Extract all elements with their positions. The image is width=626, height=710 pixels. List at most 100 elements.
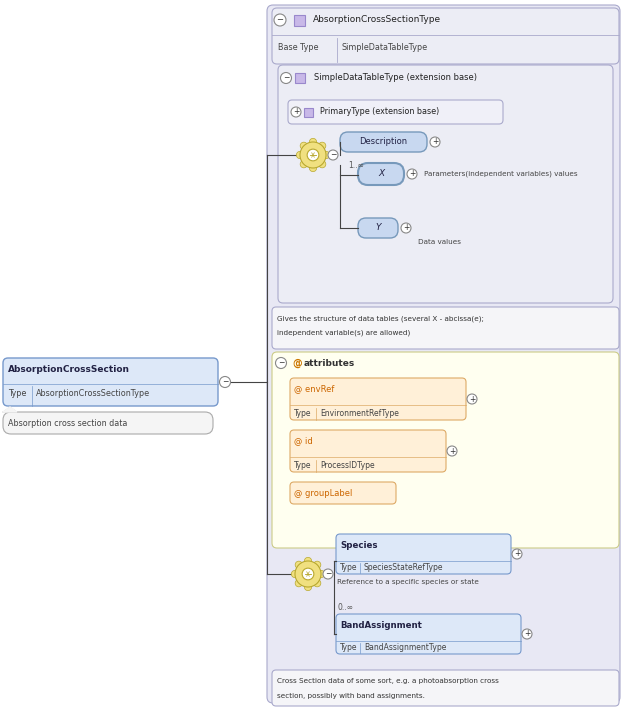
Text: Absorption cross section data: Absorption cross section data bbox=[8, 418, 127, 427]
Text: independent variable(s) are allowed): independent variable(s) are allowed) bbox=[277, 329, 410, 337]
Text: +: + bbox=[432, 138, 438, 146]
FancyBboxPatch shape bbox=[290, 378, 466, 420]
Circle shape bbox=[220, 376, 230, 388]
Circle shape bbox=[304, 584, 312, 591]
Text: −: − bbox=[283, 74, 289, 82]
FancyBboxPatch shape bbox=[340, 132, 427, 152]
FancyBboxPatch shape bbox=[272, 352, 619, 548]
Circle shape bbox=[295, 561, 302, 569]
Text: 1..∞: 1..∞ bbox=[348, 160, 364, 170]
Text: PrimaryType (extension base): PrimaryType (extension base) bbox=[320, 107, 439, 116]
Polygon shape bbox=[3, 407, 17, 412]
Text: @ groupLabel: @ groupLabel bbox=[294, 488, 352, 498]
Circle shape bbox=[401, 223, 411, 233]
FancyBboxPatch shape bbox=[278, 65, 613, 303]
Text: BandAssignment: BandAssignment bbox=[340, 621, 422, 630]
Text: Type: Type bbox=[340, 564, 357, 572]
Circle shape bbox=[309, 164, 317, 172]
Text: Type: Type bbox=[340, 643, 357, 652]
Circle shape bbox=[295, 579, 302, 587]
Text: BandAssignmentType: BandAssignmentType bbox=[364, 643, 446, 652]
FancyBboxPatch shape bbox=[304, 107, 312, 116]
Text: @ envRef: @ envRef bbox=[294, 385, 334, 393]
Text: Data values: Data values bbox=[418, 239, 461, 245]
Circle shape bbox=[328, 150, 338, 160]
FancyBboxPatch shape bbox=[3, 358, 218, 406]
Text: AbsorptionCrossSectionType: AbsorptionCrossSectionType bbox=[36, 390, 150, 398]
Text: EnvironmentRefType: EnvironmentRefType bbox=[320, 408, 399, 417]
Text: Type: Type bbox=[294, 408, 312, 417]
Circle shape bbox=[319, 142, 326, 149]
FancyBboxPatch shape bbox=[336, 534, 511, 574]
FancyBboxPatch shape bbox=[272, 307, 619, 349]
Circle shape bbox=[300, 142, 307, 149]
Text: Parameters(independent variables) values: Parameters(independent variables) values bbox=[424, 170, 578, 178]
Circle shape bbox=[296, 151, 304, 158]
Text: AbsorptionCrossSection: AbsorptionCrossSection bbox=[8, 364, 130, 373]
Circle shape bbox=[291, 570, 299, 578]
Text: Species: Species bbox=[340, 542, 377, 550]
Text: −: − bbox=[330, 151, 336, 160]
Circle shape bbox=[280, 72, 292, 84]
Circle shape bbox=[430, 137, 440, 147]
Circle shape bbox=[323, 569, 333, 579]
FancyBboxPatch shape bbox=[294, 14, 304, 26]
Circle shape bbox=[274, 14, 286, 26]
Text: Y: Y bbox=[375, 224, 381, 232]
Text: attributes: attributes bbox=[304, 359, 355, 368]
Circle shape bbox=[291, 107, 301, 117]
Circle shape bbox=[512, 549, 522, 559]
Circle shape bbox=[522, 629, 532, 639]
FancyBboxPatch shape bbox=[336, 614, 521, 654]
Text: −: − bbox=[222, 378, 228, 386]
Text: −: − bbox=[277, 16, 284, 25]
FancyBboxPatch shape bbox=[290, 430, 446, 472]
Text: Gives the structure of data tables (several X - abcissa(e);: Gives the structure of data tables (seve… bbox=[277, 316, 484, 322]
Circle shape bbox=[275, 358, 287, 368]
Text: SpeciesStateRefType: SpeciesStateRefType bbox=[364, 564, 443, 572]
FancyBboxPatch shape bbox=[358, 163, 404, 185]
FancyBboxPatch shape bbox=[358, 218, 398, 238]
Text: Reference to a specific species or state: Reference to a specific species or state bbox=[337, 579, 479, 585]
Circle shape bbox=[302, 568, 314, 580]
FancyBboxPatch shape bbox=[272, 670, 619, 706]
Circle shape bbox=[314, 561, 321, 569]
Text: +: + bbox=[524, 630, 530, 638]
Text: @ id: @ id bbox=[294, 437, 313, 445]
FancyBboxPatch shape bbox=[295, 73, 305, 83]
Circle shape bbox=[307, 149, 319, 161]
Circle shape bbox=[467, 394, 477, 404]
Circle shape bbox=[295, 561, 321, 587]
Text: Description: Description bbox=[359, 138, 408, 146]
Circle shape bbox=[300, 142, 326, 168]
Text: X: X bbox=[378, 170, 384, 178]
Text: +: + bbox=[469, 395, 475, 403]
Text: +: + bbox=[409, 170, 415, 178]
Circle shape bbox=[319, 160, 326, 168]
Text: @: @ bbox=[292, 358, 302, 368]
Circle shape bbox=[317, 570, 325, 578]
Text: 0..∞: 0..∞ bbox=[337, 603, 353, 611]
Text: −: − bbox=[325, 569, 331, 579]
Text: +: + bbox=[514, 550, 520, 559]
Circle shape bbox=[407, 169, 417, 179]
Text: +: + bbox=[449, 447, 455, 456]
FancyBboxPatch shape bbox=[3, 412, 213, 434]
Circle shape bbox=[304, 557, 312, 564]
Circle shape bbox=[314, 579, 321, 587]
Text: +: + bbox=[293, 107, 299, 116]
Text: AbsorptionCrossSectionType: AbsorptionCrossSectionType bbox=[313, 16, 441, 25]
Circle shape bbox=[309, 138, 317, 146]
Text: Base Type: Base Type bbox=[278, 43, 319, 53]
Text: SimpleDataTableType (extension base): SimpleDataTableType (extension base) bbox=[314, 74, 477, 82]
Circle shape bbox=[322, 151, 330, 158]
Circle shape bbox=[447, 446, 457, 456]
Text: ProcessIDType: ProcessIDType bbox=[320, 461, 374, 469]
Text: Type: Type bbox=[294, 461, 312, 469]
FancyBboxPatch shape bbox=[290, 482, 396, 504]
Text: −: − bbox=[278, 359, 284, 368]
FancyBboxPatch shape bbox=[272, 8, 619, 64]
Text: SimpleDataTableType: SimpleDataTableType bbox=[342, 43, 428, 53]
Text: Cross Section data of some sort, e.g. a photoabsorption cross: Cross Section data of some sort, e.g. a … bbox=[277, 678, 499, 684]
Text: Type: Type bbox=[8, 390, 26, 398]
